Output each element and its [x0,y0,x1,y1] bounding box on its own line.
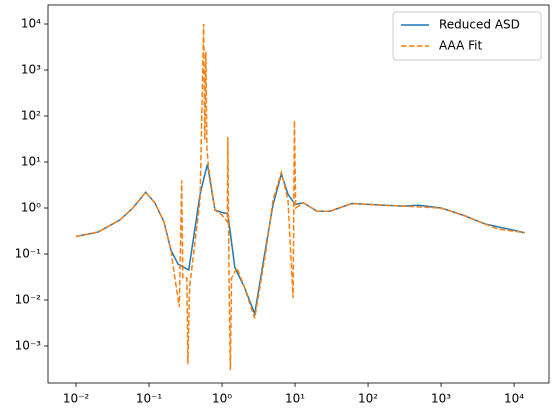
x-tick-label: 10³ [431,392,451,406]
y-tick-label: 10⁴ [21,17,41,31]
legend-box [392,11,542,61]
y-tick-label: 10² [21,109,41,123]
x-tick-label: 10⁻² [63,392,90,406]
data-line [75,23,525,371]
y-tick-label: 10¹ [21,155,41,169]
legend-label: AAA Fit [439,39,482,53]
y-tick-label: 10⁻¹ [15,247,42,261]
data-line [75,163,525,317]
legend-label: Reduced ASD [439,18,520,32]
y-tick-label: 10⁻³ [15,339,42,353]
x-tick-label: 10⁻¹ [136,392,163,406]
plot-frame [47,4,550,384]
y-tick-label: 10⁻² [15,293,42,307]
y-tick-label: 10³ [21,63,41,77]
y-tick-label: 10⁰ [21,201,41,215]
x-tick-label: 10¹ [285,392,305,406]
x-tick-label: 10⁰ [212,392,232,406]
x-tick-label: 10⁴ [504,392,524,406]
x-tick-label: 10² [358,392,378,406]
